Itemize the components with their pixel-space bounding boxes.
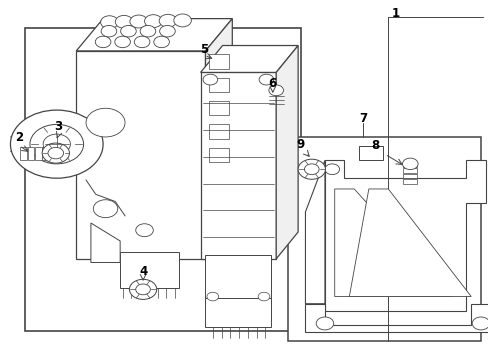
Bar (27, 147, 34, 159)
Circle shape (259, 74, 273, 85)
Polygon shape (205, 19, 232, 259)
Text: 7: 7 (359, 112, 367, 125)
Circle shape (134, 36, 150, 48)
Bar (209, 78, 228, 92)
Text: 1: 1 (391, 7, 399, 20)
Circle shape (304, 164, 319, 175)
Bar (288, 137, 480, 341)
Bar (200, 72, 276, 259)
Circle shape (10, 110, 103, 178)
Text: 4: 4 (139, 265, 147, 278)
Polygon shape (348, 189, 470, 297)
Circle shape (95, 36, 111, 48)
Circle shape (42, 143, 69, 163)
Circle shape (159, 14, 176, 27)
Circle shape (101, 26, 117, 37)
Circle shape (402, 158, 417, 170)
Text: 6: 6 (268, 77, 276, 90)
Circle shape (115, 36, 130, 48)
Bar (25, 28, 300, 330)
Bar (402, 179, 416, 184)
Circle shape (325, 164, 339, 175)
Text: 2: 2 (15, 131, 23, 144)
Polygon shape (334, 189, 451, 297)
Bar (205, 298, 271, 327)
Bar (42, 147, 49, 159)
Polygon shape (358, 146, 383, 160)
Polygon shape (305, 304, 488, 332)
Circle shape (159, 26, 175, 37)
Circle shape (144, 15, 162, 28)
Bar (402, 174, 416, 178)
Circle shape (43, 134, 70, 154)
Polygon shape (305, 160, 325, 304)
Circle shape (471, 317, 488, 330)
Bar (209, 125, 228, 139)
Circle shape (154, 36, 169, 48)
Polygon shape (76, 19, 232, 51)
Circle shape (30, 125, 83, 164)
Circle shape (316, 317, 333, 330)
Bar (120, 252, 178, 288)
Circle shape (173, 14, 191, 27)
Circle shape (206, 292, 218, 301)
Circle shape (129, 279, 157, 300)
Circle shape (115, 15, 133, 28)
Bar (20, 147, 27, 159)
Polygon shape (200, 45, 298, 72)
Bar (209, 148, 228, 162)
Circle shape (121, 26, 136, 37)
Text: 5: 5 (200, 42, 208, 55)
Bar (209, 54, 228, 69)
Polygon shape (91, 223, 120, 262)
Circle shape (86, 108, 125, 137)
Circle shape (136, 284, 150, 295)
Text: 8: 8 (370, 139, 379, 152)
Circle shape (93, 200, 118, 218)
Text: 9: 9 (295, 138, 304, 151)
Bar (209, 101, 228, 116)
Circle shape (136, 224, 153, 237)
Bar (35, 147, 41, 159)
Bar (205, 255, 271, 302)
Circle shape (258, 292, 269, 301)
Bar (76, 51, 205, 259)
Circle shape (48, 147, 63, 159)
Polygon shape (325, 160, 485, 311)
Circle shape (268, 85, 283, 96)
Circle shape (298, 159, 325, 179)
Polygon shape (276, 45, 298, 259)
Circle shape (140, 26, 156, 37)
Bar (402, 168, 416, 173)
Circle shape (130, 15, 147, 28)
Circle shape (203, 74, 217, 85)
Circle shape (101, 16, 118, 29)
Bar (402, 163, 416, 167)
Text: 3: 3 (54, 121, 62, 134)
